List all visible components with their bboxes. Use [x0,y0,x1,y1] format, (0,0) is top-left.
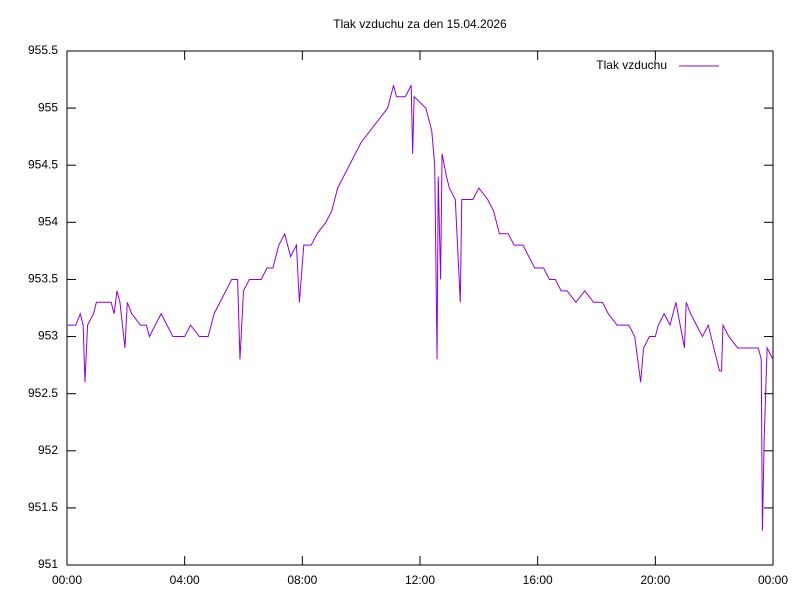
y-tick-label: 954.5 [28,157,58,171]
plot-border [66,50,774,566]
x-tick-label: 20:00 [640,573,670,587]
x-tick-label: 12:00 [405,573,435,587]
x-tick-label: 00:00 [52,573,82,587]
data-line [67,85,774,531]
y-tick-label: 953 [38,329,58,343]
y-tick-label: 952.5 [28,386,58,400]
y-tick-label: 954 [38,215,58,229]
chart-title: Tlak vzduchu za den 15.04.2026 [333,17,507,31]
y-tick-label: 953.5 [28,272,58,286]
y-tick-label: 951 [38,557,58,571]
y-tick-label: 951.5 [28,500,58,514]
x-tick-label: 00:00 [758,573,788,587]
x-tick-label: 08:00 [287,573,317,587]
x-tick-label: 16:00 [523,573,553,587]
legend-label: Tlak vzduchu [596,58,667,72]
y-tick-label: 952 [38,443,58,457]
x-tick-label: 04:00 [170,573,200,587]
y-tick-label: 955.5 [28,43,58,57]
y-tick-label: 955 [38,100,58,114]
